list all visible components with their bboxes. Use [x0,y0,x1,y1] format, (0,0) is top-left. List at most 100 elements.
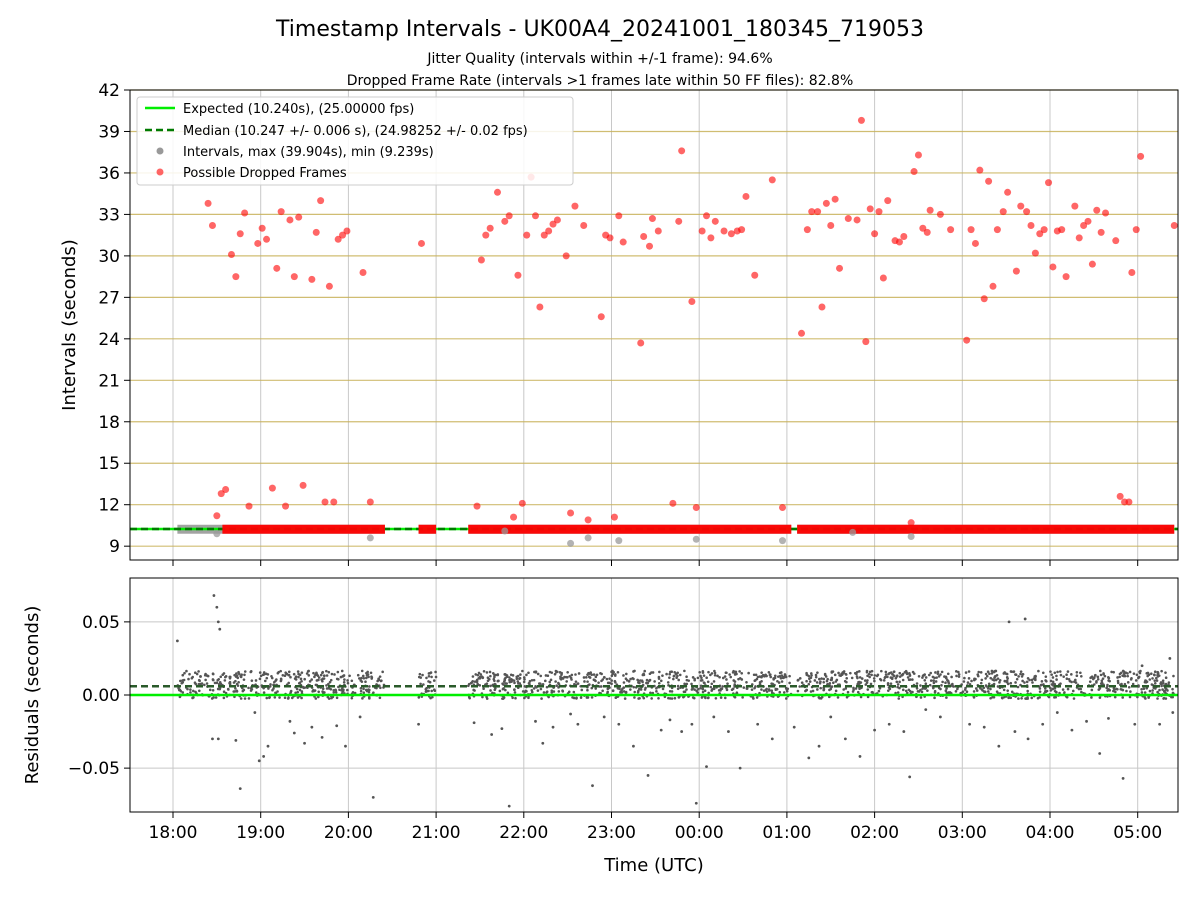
interval-point [615,537,623,545]
residual-point [1091,677,1095,681]
residual-point [265,672,268,676]
residual-point [522,680,526,684]
residual-point [1156,697,1159,700]
residual-point [655,690,658,693]
residual-point [815,681,819,684]
residual-point [325,674,329,677]
dropped-frame-point [615,212,623,220]
dropped-frame-point [417,239,425,247]
residual-point [243,670,247,673]
residual-point [1017,675,1020,678]
residual-outlier-point [968,722,972,726]
interval-point [692,535,700,543]
residual-point [249,670,253,674]
y-tick-label-top: 18 [98,413,120,433]
residual-point [235,674,239,678]
residual-outlier-point [288,719,292,723]
residual-point [239,697,243,700]
residual-point [991,678,994,681]
residual-point [254,691,258,694]
dropped-frame-point [295,213,303,221]
residual-point [963,676,966,680]
residual-point [768,689,771,692]
residual-outlier-point [417,722,420,726]
residual-point [1161,688,1164,691]
dropped-frame-point [692,503,700,511]
residual-point [608,681,611,685]
residual-point [929,671,933,675]
residual-point [1002,688,1006,692]
residual-point [823,673,827,677]
dropped-frame-point [919,224,927,232]
residual-point [1044,675,1048,678]
residual-point [321,679,324,683]
residual-point [249,689,253,692]
residual-point [247,697,251,700]
residual-outlier-point [591,784,594,788]
residual-point [378,696,382,700]
residual-point [1079,687,1083,691]
residual-point [973,677,976,681]
intervals-frame [129,89,1179,561]
residual-point [1164,671,1167,674]
residual-point [933,696,936,700]
residual-point [991,670,995,673]
residual-point [467,695,471,699]
residual-point [955,670,958,673]
residual-point [1099,669,1102,673]
residual-point [425,676,428,680]
residual-point [342,674,346,677]
residual-point [1038,690,1042,693]
residual-point [646,682,649,685]
residual-point [632,670,635,673]
residual-point [841,672,844,675]
y-tick-label-top: 30 [98,247,120,267]
residual-point [553,672,557,676]
residual-point [300,679,303,683]
residual-point [1116,681,1120,685]
residual-point [992,695,996,699]
residual-point [712,687,715,691]
residual-point [781,675,785,679]
residual-point [279,669,282,673]
residual-point [1099,673,1103,677]
residual-point [1055,674,1058,678]
residual-point [975,689,979,692]
residual-point [853,671,857,675]
residual-point [798,685,802,688]
residual-point [281,673,285,677]
residual-point [516,680,520,683]
residual-point [693,688,696,691]
x-tick-label: 01:00 [762,823,811,843]
residual-point [518,677,521,681]
residual-outlier-point [371,795,375,799]
y-tick-label-bottom: −0.05 [68,759,120,779]
residual-point [945,696,948,699]
residual-outlier-point [1140,664,1144,668]
dropped-frame-point [640,233,648,241]
dropped-frame-point [768,176,776,184]
residual-point [719,696,723,699]
residual-point [305,672,309,675]
residual-point [181,691,185,694]
residual-point [308,680,312,683]
residual-outlier-point [938,715,942,719]
residual-point [987,682,991,686]
residual-point [214,696,218,699]
residual-point [1148,678,1152,681]
residual-point [784,675,788,679]
residual-point [279,678,283,681]
residual-point [1016,685,1020,689]
residual-point [629,677,632,681]
residual-point [342,681,346,684]
residual-point [994,678,998,682]
residual-point [709,685,713,689]
residual-point [1126,674,1130,678]
residual-point [811,689,815,693]
dropped-frame-point [637,339,645,347]
residual-point [1050,673,1053,676]
residual-point [189,691,192,694]
residual-point [855,670,859,674]
residual-point [1161,679,1165,682]
residual-point [485,682,489,685]
